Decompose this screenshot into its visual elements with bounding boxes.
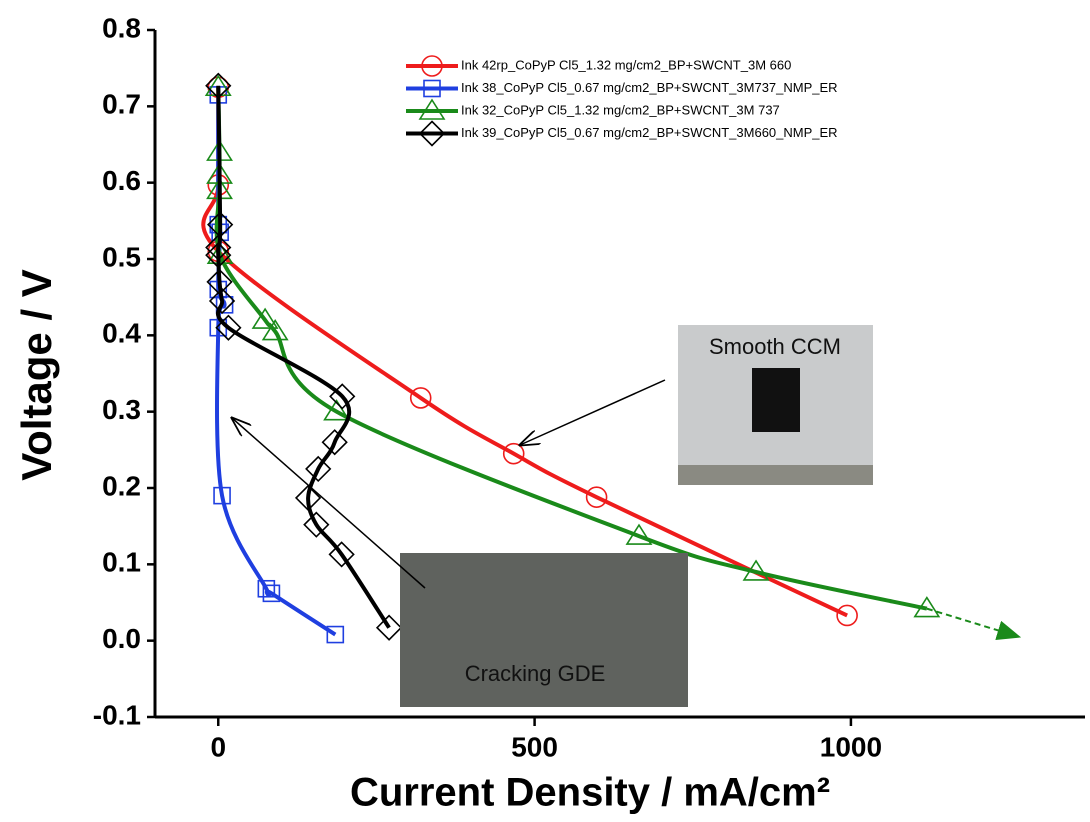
extrapolation: [926, 607, 1022, 640]
arrow: [232, 418, 426, 589]
marker: [742, 559, 770, 581]
marker: [326, 625, 345, 644]
x-axis-label: Current Density / mA/cm²: [350, 771, 830, 815]
marker: [323, 399, 351, 421]
marker: [836, 604, 858, 627]
marker: [585, 486, 608, 508]
y-tick-label: 0.8: [102, 12, 141, 43]
marker: [257, 579, 276, 598]
y-axis-label: Voltage / V: [13, 269, 60, 481]
y-tick-label: 0.1: [102, 547, 141, 578]
marker: [206, 268, 233, 296]
y-tick-label: 0.0: [102, 623, 141, 654]
marker: [625, 523, 653, 545]
marker: [205, 234, 232, 261]
y-tick-label: 0.6: [102, 165, 141, 196]
marker: [261, 319, 289, 341]
legend-label: Ink 39_CoPyP Cl5_0.67 mg/cm2_BP+SWCNT_3M…: [461, 125, 838, 140]
y-tick-label: 0.5: [102, 241, 141, 272]
marker: [303, 511, 330, 538]
legend-marker: [421, 55, 443, 77]
marker: [328, 541, 355, 568]
legend-marker: [418, 120, 446, 147]
inset-photo: [400, 553, 688, 707]
marker: [215, 295, 234, 314]
marker: [329, 383, 356, 410]
annotation: Cracking GDE: [465, 661, 606, 686]
x-tick-label: 0: [210, 731, 226, 762]
marker: [215, 314, 242, 341]
annotation: Smooth CCM: [709, 334, 841, 359]
legend-label: Ink 38_CoPyP Cl5_0.67 mg/cm2_BP+SWCNT_3M…: [461, 80, 838, 95]
marker: [251, 307, 279, 329]
marker: [502, 442, 525, 465]
marker: [205, 72, 232, 99]
legend-label: Ink 42rp_CoPyP Cl5_1.32 mg/cm2_BP+SWCNT_…: [461, 57, 791, 72]
marker: [205, 242, 232, 269]
y-tick-label: 0.4: [102, 318, 141, 349]
marker: [305, 455, 332, 483]
y-tick-label: -0.1: [93, 699, 141, 730]
series-line: [215, 85, 391, 629]
marker: [913, 596, 941, 618]
x-tick-label: 500: [511, 731, 558, 762]
inset-sample: [752, 368, 800, 432]
y-tick-label: 0.2: [102, 470, 141, 501]
marker: [213, 486, 231, 505]
legend-marker: [418, 98, 446, 120]
marker: [321, 429, 348, 456]
marker: [262, 584, 281, 603]
marker: [208, 287, 236, 315]
inset-smooth: Smooth CCM: [678, 325, 873, 485]
inset-ruler: [678, 465, 873, 485]
legend-marker: [423, 79, 441, 98]
legend-label: Ink 32_CoPyP Cl5_1.32 mg/cm2_BP+SWCNT_3M…: [461, 102, 780, 117]
inset-cracking: Cracking GDE: [400, 553, 688, 707]
series-line: [215, 94, 337, 637]
marker: [375, 614, 403, 641]
arrow: [520, 379, 666, 445]
marker: [294, 484, 322, 512]
y-tick-label: 0.7: [102, 89, 141, 120]
marker: [409, 387, 432, 409]
y-tick-label: 0.3: [102, 394, 141, 425]
x-tick-label: 1000: [820, 731, 882, 762]
